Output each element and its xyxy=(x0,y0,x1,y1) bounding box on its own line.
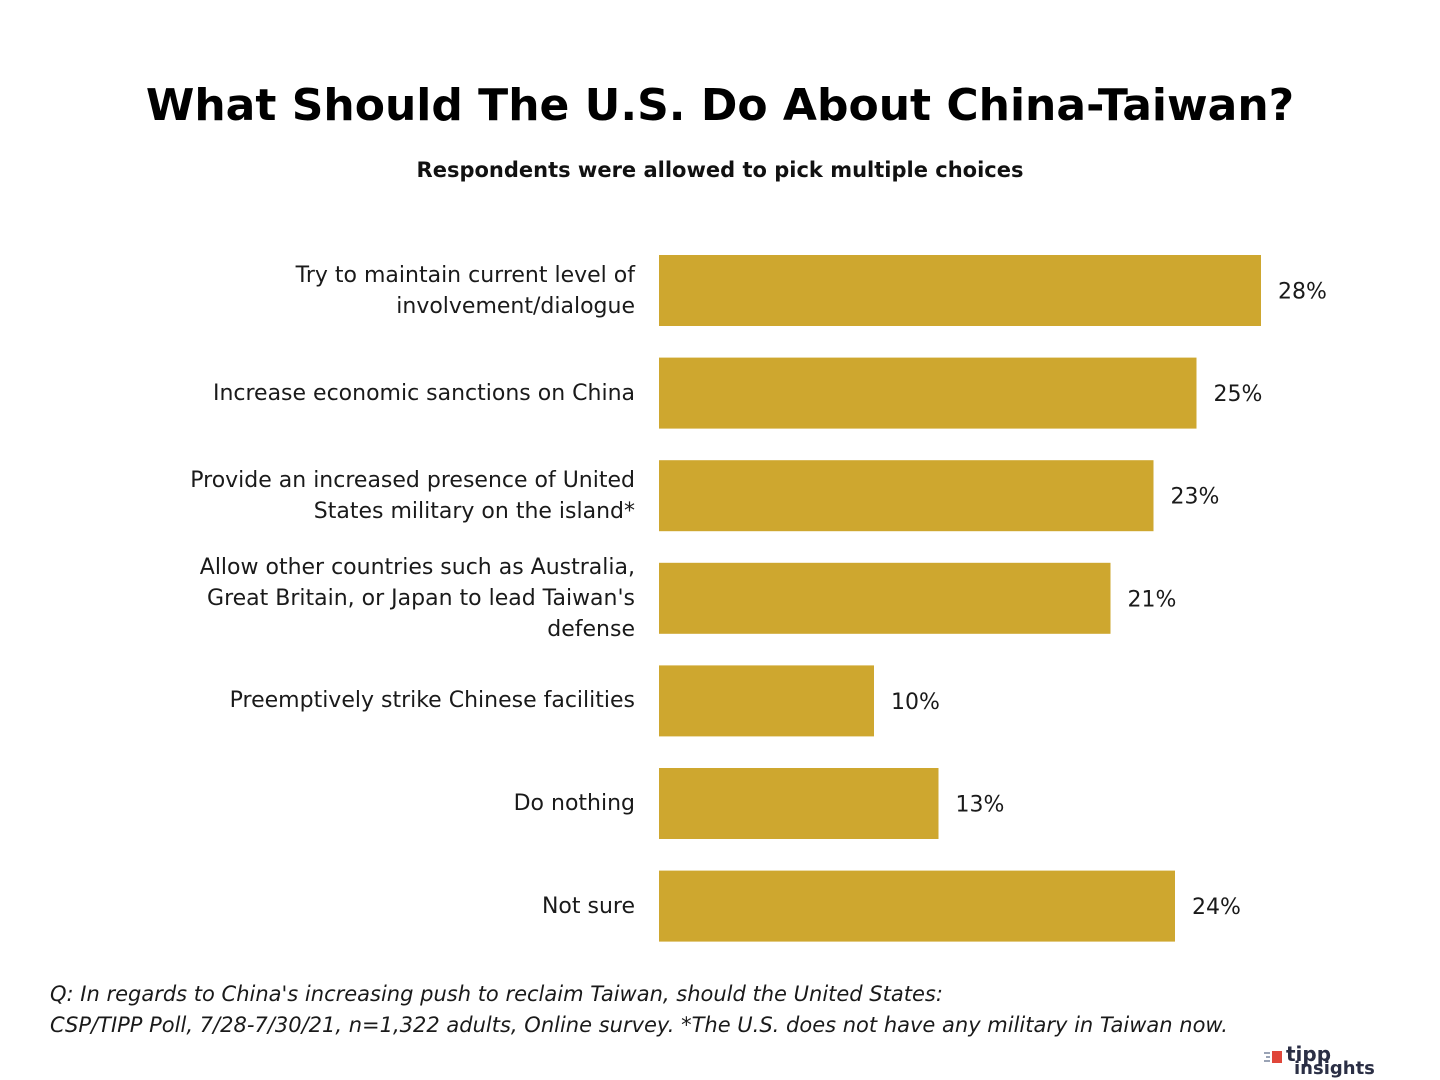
chart-subtitle: Respondents were allowed to pick multipl… xyxy=(416,158,1024,182)
tipp-insights-logo: tipp insights xyxy=(1264,1042,1384,1079)
data-label-1: 28% xyxy=(1278,280,1327,305)
data-label-6: 13% xyxy=(956,793,1005,818)
data-label-4: 21% xyxy=(1128,587,1177,612)
logo-text-tipp: tipp xyxy=(1286,1042,1332,1066)
bar-2 xyxy=(659,357,1197,429)
chart-title: What Should The U.S. Do About China-Taiw… xyxy=(145,80,1295,131)
category-label-3: Provide an increased presence of United … xyxy=(190,467,635,524)
data-label-3: 23% xyxy=(1171,485,1220,510)
category-label-4: Allow other countries such as Australia,… xyxy=(199,554,635,642)
bar-1 xyxy=(659,255,1261,326)
bar-6 xyxy=(659,768,939,839)
data-label-7: 24% xyxy=(1192,895,1241,920)
logo-text-insights: insights xyxy=(1294,1058,1375,1079)
bar-3 xyxy=(659,460,1154,532)
question-footnote: Q: In regards to China's increasing push… xyxy=(50,982,943,1006)
source-footnote: CSP/TIPP Poll, 7/28-7/30/21, n=1,322 adu… xyxy=(50,1013,1228,1037)
bar-7 xyxy=(659,870,1175,942)
category-label-7: Not sure xyxy=(541,893,635,919)
tipp-logo-flag-icon xyxy=(1264,1051,1282,1063)
bar-5 xyxy=(659,665,874,737)
data-label-2: 25% xyxy=(1214,382,1263,407)
category-label-2: Increase economic sanctions on China xyxy=(212,380,635,406)
bar-4 xyxy=(659,562,1111,634)
category-label-1: Try to maintain current level of involve… xyxy=(295,262,635,319)
category-label-5: Preemptively strike Chinese facilities xyxy=(229,688,635,714)
data-label-5: 10% xyxy=(891,690,940,715)
category-label-6: Do nothing xyxy=(513,791,635,816)
